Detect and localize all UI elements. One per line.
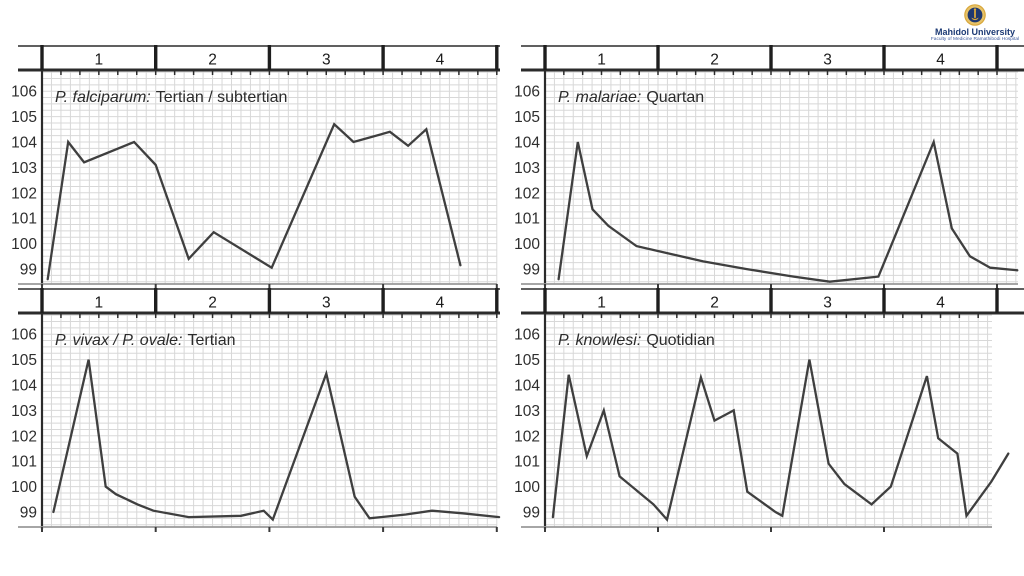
- temp-label: 102: [11, 428, 37, 445]
- temp-label: 100: [514, 479, 540, 496]
- day-label: 1: [95, 52, 104, 69]
- day-label: 2: [710, 295, 719, 312]
- chart-p-vivax-ovale: 1 2 3 4 106 105 104 103 102 101 100 99 P. vivax / P.…: [0, 287, 510, 533]
- chart-title: P. knowlesi: Quotidian: [558, 332, 715, 349]
- day-label: 1: [597, 295, 606, 312]
- chart-title: P. vivax / P. ovale: Tertian: [55, 332, 236, 349]
- chart-p-falciparum: 1 2 3 4 106 105 104 103 102 101 100 99 P. falciparum…: [0, 44, 510, 290]
- temp-axis-labels: 106 105 104 103 102 101 100 99: [514, 327, 540, 522]
- temp-label: 99: [20, 262, 37, 279]
- day-label: 3: [322, 295, 331, 312]
- fever-line: [557, 138, 1019, 283]
- temp-label: 104: [514, 135, 540, 152]
- fever-chart-svg: 1 2 3 4 106 105 104 103 102 101 100 99 P. vivax / P.…: [11, 288, 501, 532]
- day-label: 4: [936, 295, 945, 312]
- temp-label: 104: [11, 135, 37, 152]
- temp-label: 104: [514, 378, 540, 395]
- temp-label: 103: [514, 403, 540, 420]
- temp-axis-labels: 106 105 104 103 102 101 100 99: [11, 327, 37, 522]
- day-header: 1 2 3 4: [18, 288, 500, 318]
- temp-label: 106: [11, 84, 37, 101]
- temp-label: 103: [11, 403, 37, 420]
- temp-label: 99: [20, 505, 37, 522]
- temp-label: 101: [514, 454, 540, 471]
- fever-line: [46, 122, 462, 281]
- temp-label: 101: [11, 454, 37, 471]
- temp-label: 103: [11, 160, 37, 177]
- university-name: Mahidol University: [934, 27, 1015, 37]
- grid-lines: [544, 313, 992, 527]
- temp-label: 106: [11, 327, 37, 344]
- temp-label: 106: [514, 84, 540, 101]
- fever-chart-svg: 1 2 3 4 106 105 104 103 102 101 100 99 P. malariae: Q…: [514, 45, 1024, 289]
- fever-chart-svg: 1 2 3 4 106 105 104 103 102 101 100 99 P. falciparum…: [11, 45, 500, 289]
- grid-lines: [544, 70, 1018, 284]
- temp-label: 101: [514, 211, 540, 228]
- temp-label: 104: [11, 378, 37, 395]
- day-label: 2: [208, 52, 217, 69]
- temp-label: 100: [514, 236, 540, 253]
- chart-title: P. malariae: Quartan: [558, 89, 704, 106]
- temp-label: 105: [514, 109, 540, 126]
- temp-label: 102: [514, 185, 540, 202]
- day-label: 2: [208, 295, 217, 312]
- temp-label: 103: [514, 160, 540, 177]
- day-label: 4: [436, 52, 445, 69]
- temp-label: 105: [11, 109, 37, 126]
- day-header: 1 2 3 4: [18, 45, 500, 75]
- day-label: 1: [95, 295, 104, 312]
- day-label: 2: [710, 52, 719, 69]
- temp-label: 105: [11, 352, 37, 369]
- fever-line: [551, 359, 1010, 523]
- temp-axis-labels: 106 105 104 103 102 101 100 99: [11, 84, 37, 279]
- chart-title: P. falciparum: Tertian / subtertian: [55, 89, 287, 106]
- chart-p-malariae: 1 2 3 4 106 105 104 103 102 101 100 99 P. malariae: Q…: [510, 44, 1024, 290]
- day-label: 3: [322, 52, 331, 69]
- temp-label: 99: [523, 505, 540, 522]
- day-header: 1 2 3 4: [521, 45, 1024, 75]
- day-header: 1 2 3 4: [521, 288, 1024, 318]
- fever-line: [52, 359, 501, 522]
- grid-lines: [41, 70, 498, 284]
- day-label: 1: [597, 52, 606, 69]
- fever-chart-svg: 1 2 3 4 106 105 104 103 102 101 100 99 P. knowlesi: Q…: [514, 288, 1024, 532]
- temp-label: 106: [514, 327, 540, 344]
- temp-label: 100: [11, 479, 37, 496]
- temp-label: 105: [514, 352, 540, 369]
- temp-label: 101: [11, 211, 37, 228]
- day-label: 3: [823, 295, 832, 312]
- day-label: 4: [936, 52, 945, 69]
- temp-label: 102: [11, 185, 37, 202]
- chart-p-knowlesi: 1 2 3 4 106 105 104 103 102 101 100 99 P. knowlesi: Q…: [510, 287, 1024, 533]
- temp-label: 99: [523, 262, 540, 279]
- temp-label: 100: [11, 236, 37, 253]
- mahidol-emblem-icon: [964, 4, 986, 26]
- mahidol-logo: Mahidol University Faculty of Medicine R…: [926, 2, 1024, 42]
- temp-axis-labels: 106 105 104 103 102 101 100 99: [514, 84, 540, 279]
- day-label: 4: [436, 295, 445, 312]
- faculty-name: Faculty of Medicine Ramathibodi Hospital: [930, 37, 1020, 43]
- day-label: 3: [823, 52, 832, 69]
- temp-label: 102: [514, 428, 540, 445]
